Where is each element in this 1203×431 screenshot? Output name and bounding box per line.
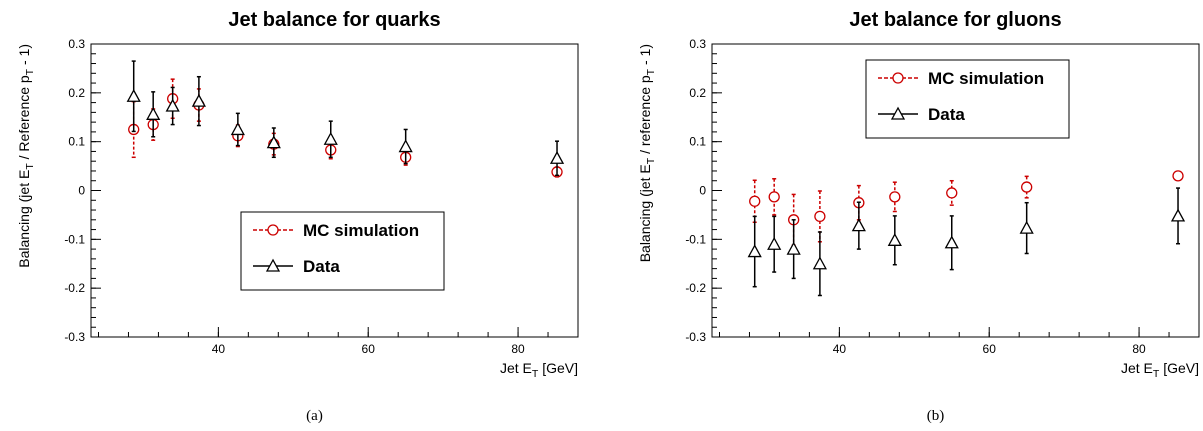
- y-tick-label: -0.2: [685, 281, 706, 295]
- data-point: [146, 106, 161, 120]
- data-point: [767, 236, 782, 250]
- plot-frame: [90, 43, 579, 338]
- legend-label: MC simulation: [928, 69, 1044, 88]
- y-tick-label: -0.1: [64, 232, 85, 246]
- data-point: [889, 191, 901, 203]
- x-axis-label: Jet ET [GeV]: [500, 360, 578, 380]
- data-point: [266, 135, 281, 149]
- data-point: [1021, 181, 1033, 193]
- data-point: [944, 235, 959, 249]
- legend-marker: [892, 72, 904, 84]
- chart-title: Jet balance for quarks: [228, 9, 440, 31]
- data-point: [786, 241, 801, 255]
- y-tick-label: -0.3: [64, 330, 85, 344]
- data-point: [126, 88, 141, 102]
- y-axis-label: Balancing (jet ET / reference pT - 1): [637, 44, 657, 262]
- y-axis-label: Balancing (jet ET / Reference pT - 1): [16, 44, 36, 268]
- x-tick-label: 60: [983, 342, 997, 356]
- chart-title: Jet balance for gluons: [849, 9, 1061, 31]
- data-point: [1019, 220, 1034, 234]
- legend: MC simulation Data: [240, 211, 445, 291]
- y-tick-label: -0.1: [685, 232, 706, 246]
- data-point: [230, 122, 245, 136]
- legend-label: MC simulation: [303, 221, 419, 240]
- data-point: [814, 210, 826, 223]
- y-tick-label: 0.1: [68, 135, 85, 149]
- x-tick-label: 40: [833, 342, 847, 356]
- x-tick-label: 40: [212, 342, 226, 356]
- series-mc-simulation: [749, 170, 1184, 246]
- legend-marker: [267, 224, 279, 236]
- y-tick-label: 0.2: [68, 86, 85, 100]
- data-point: [768, 191, 780, 203]
- data-point: [749, 195, 761, 207]
- data-point: [165, 98, 180, 112]
- chart-panel-1: Jet balance for quarks -0.3 -0.2 -0.1 0 0.1 0.…: [16, 9, 579, 424]
- y-tick-label: 0.3: [68, 37, 85, 51]
- x-tick-label: 80: [511, 342, 525, 356]
- series-data: [126, 60, 565, 177]
- y-tick-label: -0.2: [64, 281, 85, 295]
- data-point: [851, 218, 866, 232]
- panel-caption: (a): [306, 408, 323, 424]
- data-point: [946, 187, 958, 199]
- y-tick-label: -0.3: [685, 330, 706, 344]
- series-mc-simulation: [128, 78, 563, 178]
- data-point: [812, 256, 827, 270]
- y-tick-label: 0.3: [689, 37, 706, 51]
- x-tick-label: 80: [1132, 342, 1146, 356]
- data-point: [398, 139, 413, 153]
- y-tick-label: 0: [78, 184, 85, 198]
- y-tick-label: 0.2: [689, 86, 706, 100]
- legend-marker: [890, 106, 906, 120]
- series-data: [747, 187, 1186, 297]
- legend: MC simulation Data: [865, 59, 1070, 139]
- data-point: [1172, 170, 1184, 182]
- data-point: [323, 131, 338, 145]
- panel-caption: (b): [927, 408, 945, 424]
- legend-marker: [265, 258, 281, 272]
- data-point: [747, 244, 762, 258]
- legend-label: Data: [303, 257, 340, 276]
- chart-panel-2: Jet balance for gluons -0.3 -0.2 -0.1 0 0.1 0.…: [637, 9, 1200, 424]
- legend-label: Data: [928, 105, 965, 124]
- y-tick-label: 0: [699, 184, 706, 198]
- data-point: [549, 150, 565, 164]
- data-point: [887, 232, 902, 246]
- y-tick-label: 0.1: [689, 135, 706, 149]
- data-point: [191, 93, 206, 107]
- x-tick-label: 60: [362, 342, 376, 356]
- x-axis-label: Jet ET [GeV]: [1121, 360, 1199, 380]
- data-point: [1170, 208, 1186, 222]
